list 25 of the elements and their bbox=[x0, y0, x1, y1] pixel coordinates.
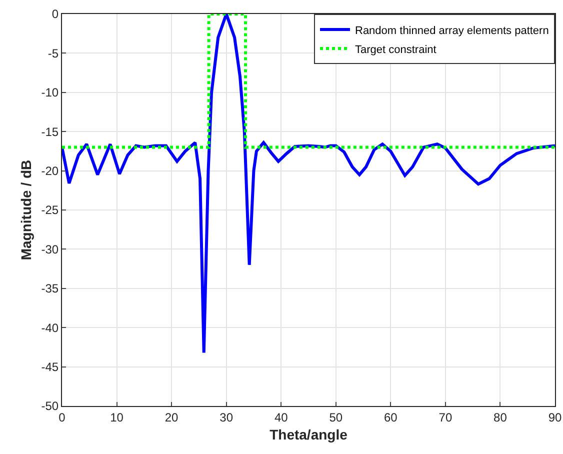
y-tick-label: 0 bbox=[52, 7, 59, 22]
y-tick-label: -25 bbox=[41, 203, 59, 218]
y-tick-label: -15 bbox=[41, 124, 59, 139]
x-tick-label: 10 bbox=[110, 410, 124, 424]
y-axis-title: Magnitude / dB bbox=[18, 160, 34, 260]
legend-label: Random thinned array elements pattern bbox=[355, 24, 549, 37]
y-tick-label: -45 bbox=[41, 360, 59, 374]
x-tick-label: 20 bbox=[164, 410, 179, 424]
x-tick-label: 50 bbox=[329, 410, 343, 424]
x-tick-label: 30 bbox=[220, 410, 234, 424]
y-tick-label: -30 bbox=[41, 242, 59, 256]
y-tick-label: -40 bbox=[41, 320, 59, 335]
x-tick-label: 70 bbox=[438, 410, 452, 424]
x-axis-title: Theta/angle bbox=[270, 426, 348, 443]
line-series bbox=[62, 14, 555, 354]
y-tick-label: -5 bbox=[48, 46, 59, 60]
x-tick-label: 40 bbox=[274, 410, 288, 424]
y-tick-label: -35 bbox=[41, 282, 59, 296]
x-tick-label: 60 bbox=[384, 410, 398, 424]
y-tick-label: -10 bbox=[41, 86, 59, 100]
y-tick-label: -50 bbox=[41, 399, 59, 414]
legend-label: Target constraint bbox=[355, 44, 436, 56]
y-tick-label: -20 bbox=[41, 164, 59, 178]
x-tick-label: 80 bbox=[494, 410, 508, 424]
x-tick-label: 90 bbox=[548, 410, 562, 424]
